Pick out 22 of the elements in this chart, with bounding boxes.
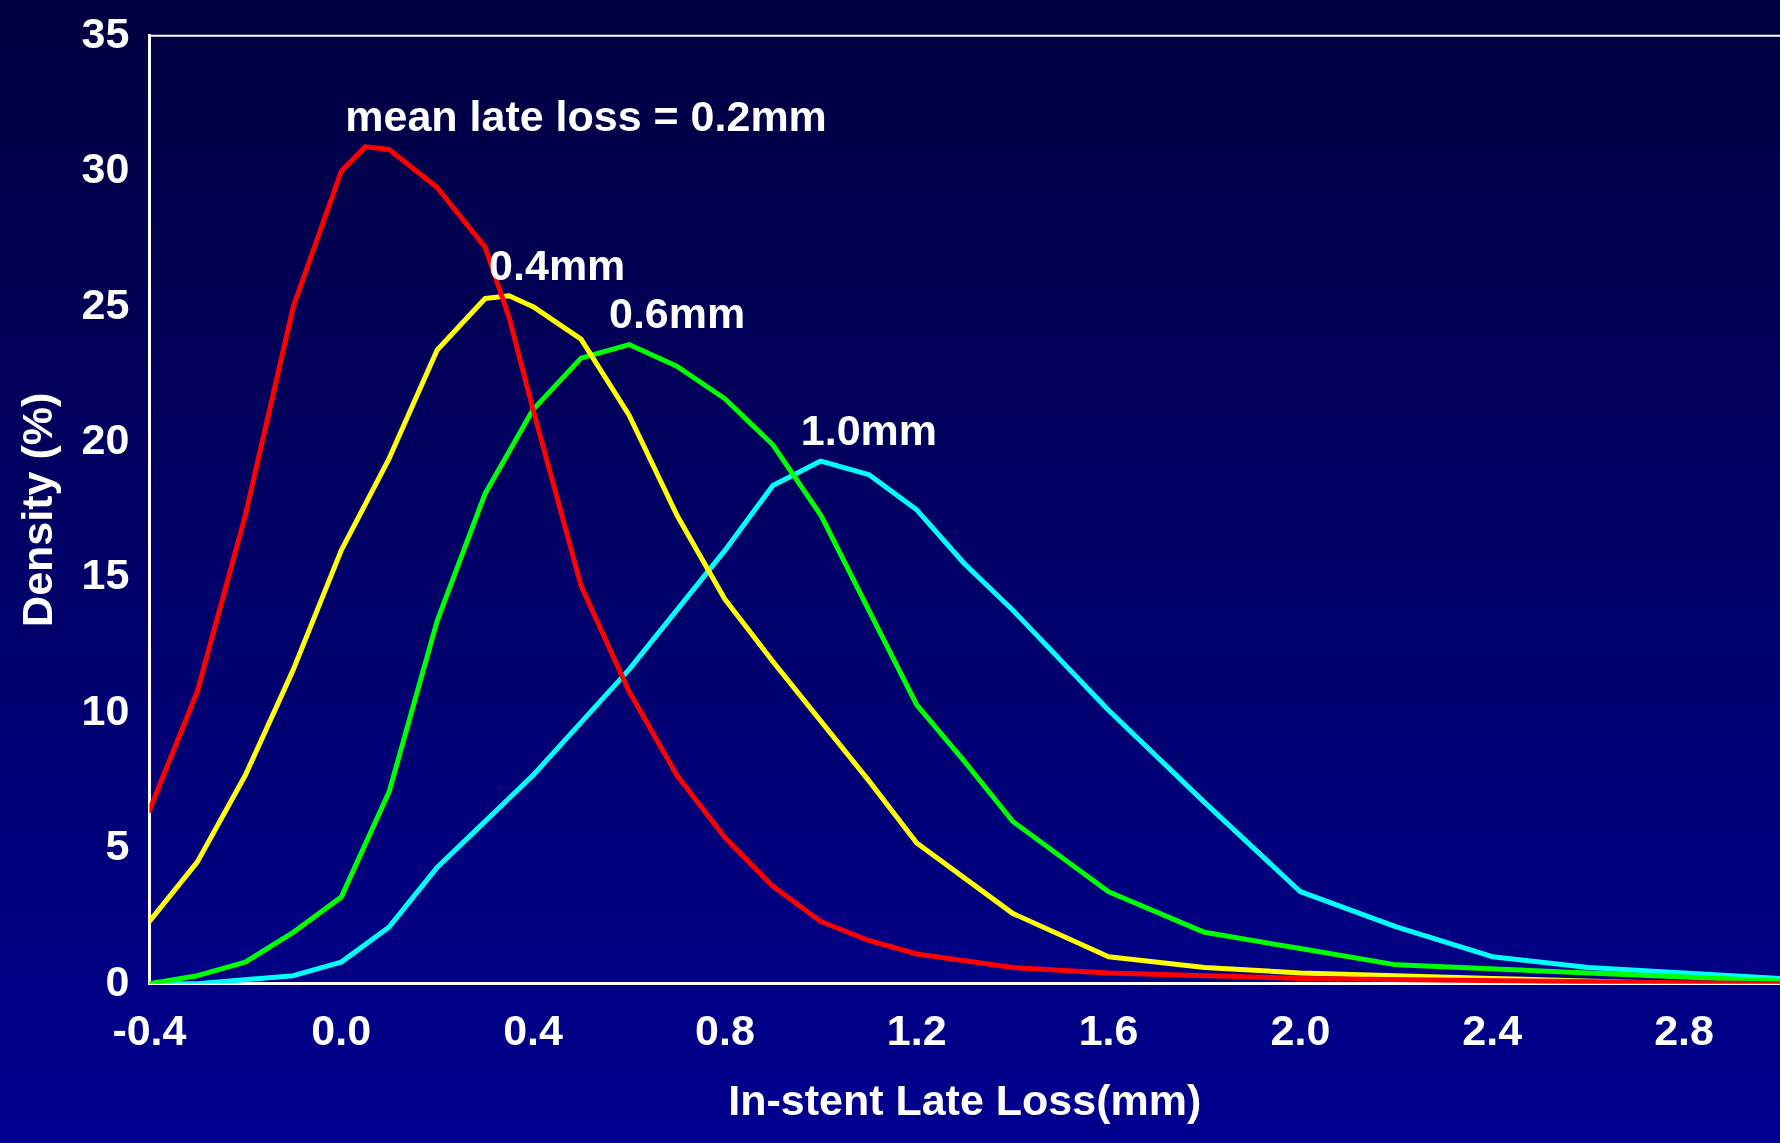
y-tick-label: 5 [105, 821, 130, 870]
x-tick-label: 0.4 [503, 1006, 564, 1055]
y-tick-label: 15 [81, 550, 130, 599]
x-axis-title: In-stent Late Loss(mm) [728, 1076, 1202, 1125]
x-tick-label: 0.8 [695, 1006, 755, 1055]
y-axis-title: Density (%) [12, 392, 61, 627]
y-tick-label: 0 [105, 956, 130, 1005]
x-tick-label: 1.2 [886, 1006, 947, 1055]
x-tick-label: 2.0 [1270, 1006, 1331, 1055]
x-tick-label: 1.6 [1078, 1006, 1139, 1055]
y-tick-label: 35 [81, 8, 130, 57]
x-tick-label: -0.4 [112, 1006, 187, 1055]
x-tick-label: 0.0 [311, 1006, 372, 1055]
annotation: 0.6mm [609, 289, 746, 338]
x-tick-label: 2.8 [1654, 1006, 1714, 1055]
y-tick-label: 10 [81, 685, 130, 734]
y-tick-label: 30 [81, 144, 130, 193]
annotation: 1.0mm [800, 405, 938, 454]
annotation: mean late loss = 0.2mm [345, 91, 827, 140]
x-tick-label: 2.4 [1462, 1006, 1523, 1055]
y-tick-label: 20 [81, 414, 130, 463]
y-tick-label: 25 [81, 279, 130, 328]
